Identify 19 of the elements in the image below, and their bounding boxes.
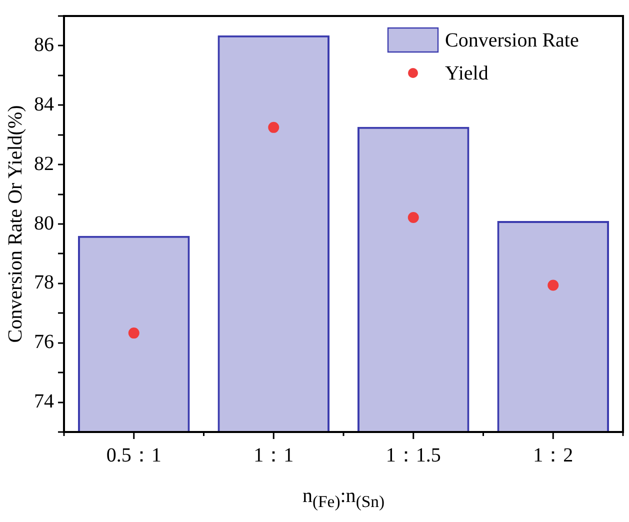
point [128,328,140,339]
x-axis-title: n$_{(Fe)}$:n$_{(Sn)}$ [302,484,384,513]
y-tick-label: 82 [34,152,54,175]
y-tick-label: 86 [34,34,54,56]
y-tick-label: 80 [34,212,54,234]
legend-label: Yield [445,62,488,84]
point [268,122,280,133]
y-tick-label: 78 [34,272,54,294]
point [408,212,419,223]
y-tick-label: 74 [34,390,54,413]
x-tick-label: 1：2 [533,444,574,466]
y-axis-title: Conversion Rate Or Yield(%) [4,105,26,343]
x-tick-label: 0.5：1 [106,444,162,466]
point [548,280,559,291]
y-tick-label: 76 [34,331,54,354]
x-tick-label: 1：1.5 [386,444,441,466]
y-tick-label: 84 [34,93,54,116]
x-tick-label: 1：1 [254,444,294,466]
legend-label: Conversion Rate [445,29,579,52]
